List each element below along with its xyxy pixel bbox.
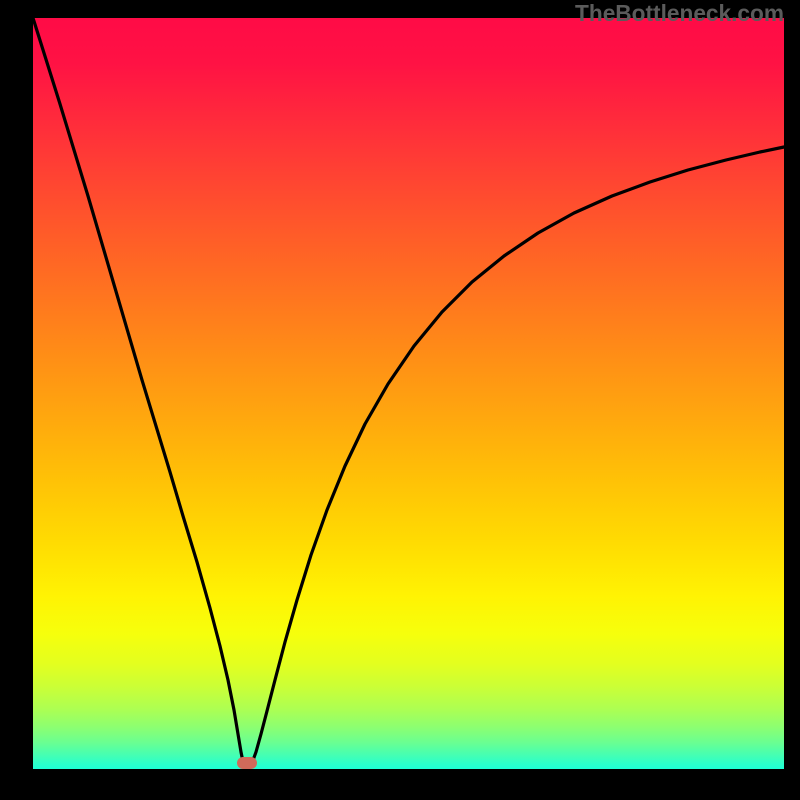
minimum-marker <box>237 757 257 769</box>
curve-layer <box>0 0 800 800</box>
bottleneck-curve <box>33 18 784 769</box>
watermark-text: TheBottleneck.com <box>575 0 784 27</box>
chart-container: TheBottleneck.com <box>0 0 800 800</box>
